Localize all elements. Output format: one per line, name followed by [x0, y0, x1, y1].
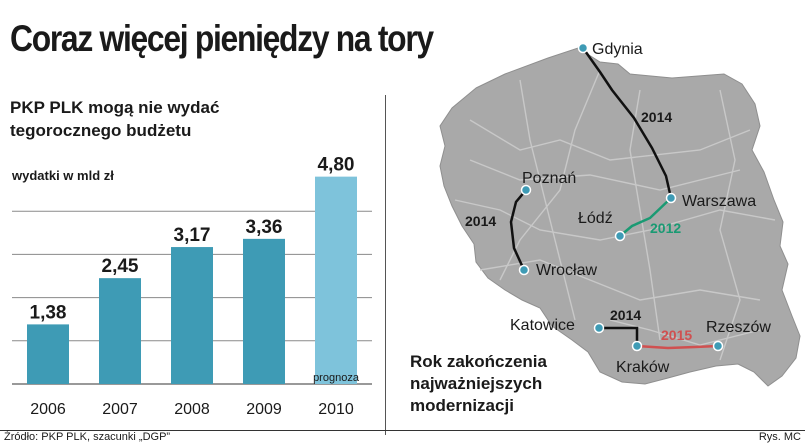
year-label-krakow-rzeszow: 2015: [661, 327, 692, 343]
city-label-gdynia: Gdynia: [592, 41, 643, 58]
bar-2006: [27, 324, 69, 384]
city-label-poznan: Poznań: [522, 170, 576, 187]
bar-value-label: 3,36: [246, 217, 283, 238]
bar-value-label: 3,17: [174, 225, 211, 246]
city-marker-poznan: [520, 184, 532, 196]
map-caption-line3: modernizacji: [410, 396, 514, 415]
map-caption: Rok zakończenia najważniejszych moderniz…: [410, 351, 547, 417]
modernized-routes: [509, 47, 719, 350]
x-tick-label: 2009: [246, 401, 282, 418]
city-marker-gdynia: [577, 42, 589, 54]
chart-subtitle-line1: PKP PLK mogą nie wydać: [10, 98, 220, 117]
footer-rule: [0, 430, 805, 431]
city-marker-rzeszow: [712, 340, 724, 352]
city-label-krakow: Kraków: [616, 359, 670, 376]
x-tick-label: 2010: [318, 401, 354, 418]
city-label-katowice: Katowice: [510, 317, 575, 334]
credit-note: Rys. MC: [758, 431, 801, 443]
bar-2007: [99, 278, 141, 384]
page-title: Coraz więcej pieniędzy na tory: [10, 18, 434, 59]
city-markers: [518, 42, 724, 352]
x-tick-label: 2006: [30, 401, 66, 418]
poland-outline: [439, 47, 801, 387]
year-label-lodz-warszawa: 2012: [650, 220, 681, 236]
rail-network-background: [454, 69, 776, 361]
bar-value-label: 1,38: [30, 302, 67, 323]
year-label-gdynia-warszawa: 2014: [641, 109, 672, 125]
bar-2010: [315, 176, 357, 384]
city-marker-wroclaw: [518, 264, 530, 276]
forecast-note: prognoza: [313, 372, 360, 384]
route-katowice-krakow: [599, 326, 639, 346]
panel-divider: [385, 95, 386, 435]
bars: [27, 176, 357, 384]
x-tick-label: 2008: [174, 401, 210, 418]
city-label-wroclaw: Wrocław: [536, 262, 597, 279]
x-tick-labels: 2006 2007 2008 2009 2010: [30, 401, 354, 418]
bar-value-label: 4,80: [318, 155, 355, 176]
bar-2009: [243, 238, 285, 384]
year-label-katowice-krakow: 2014: [610, 307, 641, 323]
bar-value-label: 2,45: [102, 256, 139, 277]
city-marker-katowice: [593, 322, 605, 334]
city-label-lodz: Łódź: [578, 210, 613, 227]
route-poznan-wroclaw: [509, 189, 527, 271]
y-axis-label: wydatki w mld zł: [12, 168, 114, 183]
city-marker-warszawa: [665, 192, 677, 204]
source-note: Źródło: PKP PLK, szacunki „DGP”: [4, 431, 171, 443]
city-label-warszawa: Warszawa: [682, 193, 756, 210]
map-caption-line2: najważniejszych: [410, 374, 543, 393]
route-lodz-warszawa: [619, 197, 672, 237]
map-caption-line1: Rok zakończenia: [410, 352, 547, 371]
bar-2008: [171, 247, 213, 384]
year-label-poznan-wroclaw: 2014: [465, 213, 496, 229]
city-marker-lodz: [614, 230, 626, 242]
bar-labels: 1,38 2,45 3,17 3,36 4,80 prognoza: [30, 155, 360, 384]
city-marker-krakow: [631, 340, 643, 352]
route-krakow-rzeszow: [636, 344, 719, 350]
poland-map: Gdynia Warszawa Łódź Poznań Wrocław Kato…: [439, 41, 801, 387]
x-tick-label: 2007: [102, 401, 138, 418]
chart-subtitle-line2: tegorocznego budżetu: [10, 121, 192, 140]
city-label-rzeszow: Rzeszów: [706, 319, 771, 336]
route-gdynia-warszawa: [581, 47, 673, 199]
chart-subtitle: PKP PLK mogą nie wydać tegorocznego budż…: [10, 96, 280, 142]
